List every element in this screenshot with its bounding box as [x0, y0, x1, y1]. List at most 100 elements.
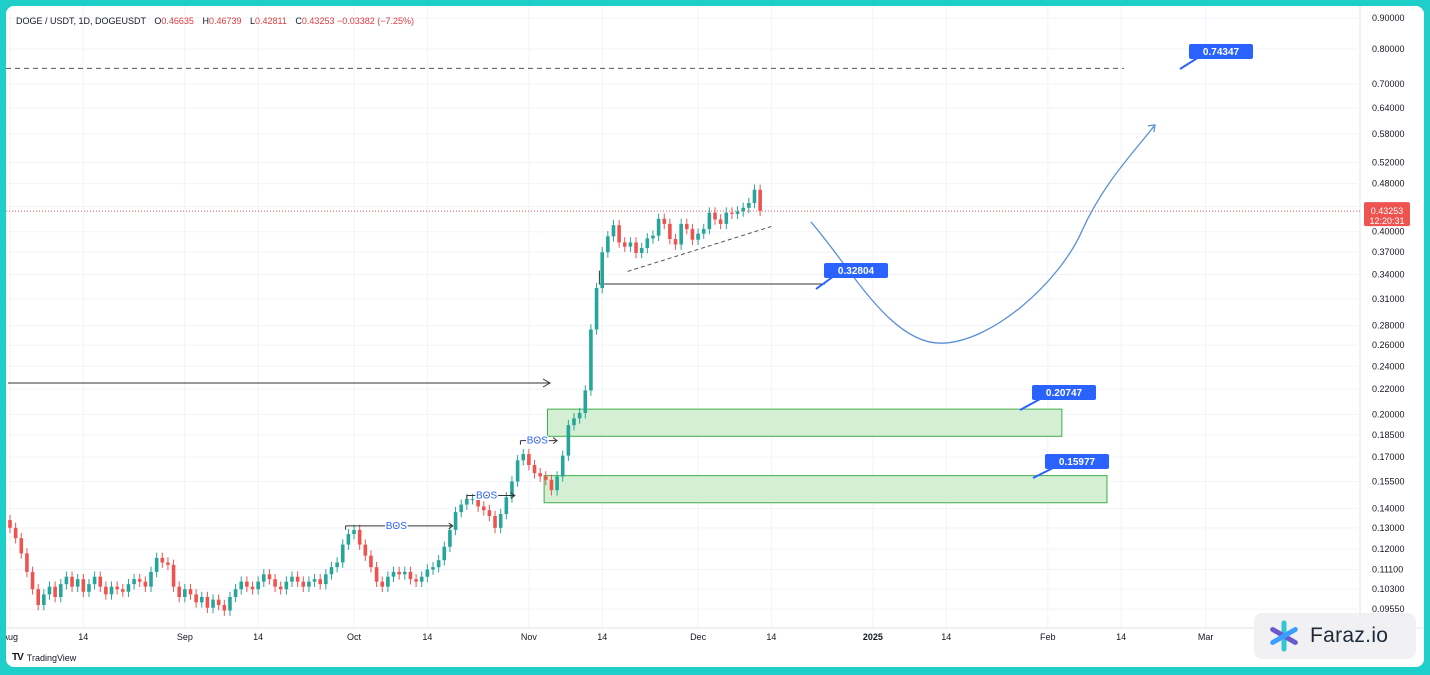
candle-body [549, 479, 554, 491]
high-value: 0.46739 [208, 16, 242, 26]
candle-body [318, 579, 322, 585]
x-tick-label: Aug [6, 632, 18, 642]
candle-body [656, 218, 661, 236]
candle-body [453, 512, 458, 530]
candle-body [380, 581, 385, 587]
y-tick-label: 0.12000 [1372, 544, 1405, 554]
candle-body [104, 586, 108, 595]
candle-body [713, 212, 717, 220]
candle-body [262, 574, 266, 582]
candle-body [391, 571, 396, 577]
candle-body [481, 506, 486, 511]
bos-arrow-head [552, 437, 558, 445]
tradingview-name: TradingView [26, 652, 77, 663]
target-price-label: 0.74347 [1203, 47, 1240, 58]
candle-body [752, 189, 757, 204]
candle-body [448, 529, 452, 547]
candle-body [19, 538, 24, 554]
candle-body [572, 418, 576, 426]
candle-body [436, 560, 441, 568]
candle-body [470, 499, 475, 501]
y-tick-label: 0.22000 [1372, 384, 1405, 394]
candle-body [13, 527, 18, 539]
candle-body [121, 589, 125, 592]
candle-body [199, 597, 204, 603]
candle-body [651, 235, 655, 239]
y-tick-label: 0.11100 [1372, 564, 1403, 574]
y-tick-label: 0.31000 [1372, 294, 1405, 304]
candle-body [228, 597, 232, 611]
candle-body [606, 236, 610, 253]
candle-body [216, 599, 221, 606]
demand-zone [543, 475, 1108, 504]
candle-body [290, 576, 294, 582]
candle-body [583, 390, 588, 414]
candle-body [504, 497, 509, 515]
close-value: 0.43253 [301, 16, 335, 26]
y-tick-label: 0.34000 [1372, 270, 1405, 280]
x-tick-label: 14 [422, 632, 432, 642]
candle-body [668, 223, 672, 240]
symbol-legend: DOGE / USDT, 1D, DOGEUSDT O0.46635 H0.46… [16, 16, 414, 26]
candle-body [8, 520, 12, 528]
candle-body [340, 544, 345, 563]
y-tick-label: 0.14000 [1372, 503, 1405, 513]
candle-body [87, 584, 91, 592]
candle-body [544, 476, 548, 480]
candle-body [724, 212, 729, 224]
x-tick-label: Dec [690, 632, 707, 642]
tradingview-brand[interactable]: TV TradingView [12, 652, 76, 663]
candle-body [143, 581, 148, 587]
candle-body [149, 571, 153, 587]
candle-body [81, 579, 86, 592]
candle-body [532, 465, 537, 474]
candle-body [442, 546, 447, 561]
x-tick-label: 14 [766, 632, 776, 642]
candle-body [194, 594, 198, 603]
price-chart[interactable]: 0.90000 0.80000 0.70000 0.64000 0.58000 0.520… [6, 6, 1424, 667]
candle-body [137, 579, 142, 582]
candle-body [115, 586, 119, 590]
candle-body [747, 203, 751, 208]
candle-body [662, 218, 667, 224]
candle-body [70, 576, 74, 587]
candle-body [205, 597, 210, 608]
bos-label: BOS [386, 521, 407, 532]
x-tick-label: Sep [177, 632, 193, 642]
y-tick-label: 0.10300 [1372, 584, 1405, 594]
candle-body [98, 576, 103, 587]
y-tick-label: 0.17000 [1372, 452, 1405, 462]
candle-body [154, 557, 159, 572]
candle-body [250, 586, 255, 590]
candle-body [245, 581, 249, 587]
bos-label: BOS [527, 436, 548, 447]
x-tick-label: 14 [253, 632, 263, 642]
candle-body [515, 460, 520, 482]
zone2-price-label: 0.15977 [1059, 457, 1096, 468]
candle-body [222, 605, 227, 611]
projection-curve [810, 124, 1156, 344]
close-label: C [295, 16, 302, 26]
watermark-text: Faraz.io [1310, 624, 1389, 647]
candle-body [555, 476, 559, 491]
support-level-line [598, 270, 825, 285]
y-tick-label: 0.20000 [1372, 409, 1405, 419]
open-value: 0.46635 [161, 16, 194, 26]
candle-body [645, 238, 650, 248]
candle-body [25, 553, 29, 572]
change-value: −0.03382 (−7.25%) [336, 16, 415, 26]
candle-body [171, 564, 176, 587]
candle-body [510, 481, 514, 498]
faraz-watermark: Faraz.io [1254, 613, 1416, 659]
candle-body [611, 225, 616, 237]
candle-body [679, 223, 683, 245]
symbol-name[interactable]: DOGE / USDT, 1D, DOGEUSDT [16, 16, 146, 26]
candle-body [527, 454, 531, 466]
last-price-value: 0.43253 [1371, 206, 1404, 216]
candle-body [639, 247, 644, 253]
y-tick-label: 0.26000 [1372, 340, 1405, 350]
candle-body [600, 252, 604, 289]
open-label: O [154, 16, 162, 26]
candle-body [589, 329, 593, 391]
candle-body [690, 229, 695, 240]
